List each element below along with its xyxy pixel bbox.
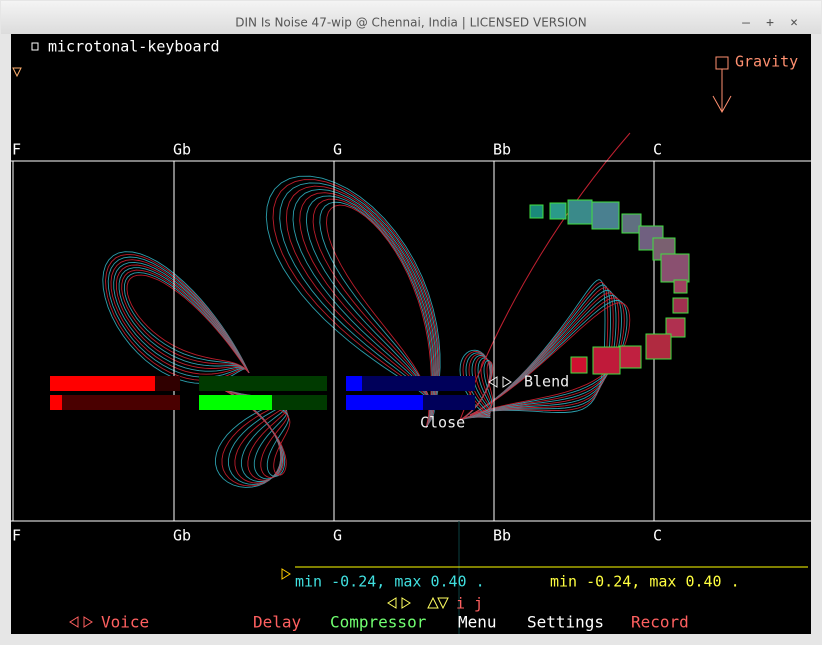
- note-lines: [12, 161, 655, 521]
- levels: [50, 376, 475, 410]
- note-label: C: [653, 141, 662, 159]
- note-label: C: [653, 527, 662, 545]
- menu-toggle[interactable]: [12, 67, 22, 78]
- curve: [469, 294, 622, 416]
- drone: [673, 279, 688, 294]
- gravity-arrow-head: [712, 95, 732, 114]
- arrow-icon[interactable]: [387, 597, 397, 609]
- drone: [621, 213, 642, 234]
- gravity-label[interactable]: Gravity: [735, 53, 798, 71]
- drone: [570, 356, 588, 374]
- curve: [107, 256, 250, 378]
- drone: [567, 199, 593, 225]
- curve: [102, 251, 250, 384]
- curve: [459, 361, 494, 421]
- curve: [121, 269, 250, 374]
- range-left: min -0.24, max 0.40 .: [295, 573, 485, 591]
- arrow-icon[interactable]: [437, 597, 449, 610]
- curve: [469, 297, 625, 416]
- curve: [469, 292, 620, 416]
- note-label: G: [333, 141, 342, 159]
- note-label: Bb: [493, 141, 511, 159]
- drone: [672, 297, 689, 314]
- arrow-icon[interactable]: [427, 596, 439, 609]
- level-bar: [50, 395, 62, 410]
- note-label: F: [12, 141, 21, 159]
- drone: [591, 201, 620, 230]
- curve: [469, 287, 614, 416]
- menu-voice[interactable]: Voice: [101, 613, 149, 632]
- curve: [123, 272, 250, 374]
- drones: [529, 199, 690, 375]
- drone: [529, 204, 544, 219]
- menu-settings[interactable]: Settings: [527, 613, 604, 632]
- curve: [113, 261, 250, 374]
- title-bar: [1, 1, 821, 34]
- note-label: Gb: [173, 141, 191, 159]
- canvas: [11, 34, 811, 634]
- arrow-icon: [502, 376, 512, 388]
- curve: [105, 253, 250, 381]
- drones-curves: [102, 132, 631, 488]
- note-label: G: [333, 527, 342, 545]
- range-right: min -0.24, max 0.40 .: [550, 573, 740, 591]
- curve: [326, 204, 432, 428]
- curve: [115, 264, 250, 374]
- menu-record[interactable]: Record: [631, 613, 689, 632]
- mode-label: microtonal-keyboard: [48, 38, 220, 56]
- arrow-icon: [488, 376, 498, 388]
- range-marker: [281, 568, 291, 580]
- menu-compressor[interactable]: Compressor: [330, 613, 427, 632]
- arrow-icon[interactable]: [401, 597, 411, 609]
- curve: [118, 267, 250, 374]
- menu-menu[interactable]: Menu: [458, 613, 497, 632]
- arrow-icon[interactable]: [83, 616, 93, 628]
- blend-label[interactable]: Blend: [524, 373, 569, 391]
- note-label: Bb: [493, 527, 511, 545]
- drone: [665, 317, 686, 338]
- curve: [459, 132, 631, 421]
- curve: [469, 289, 617, 416]
- curve: [469, 302, 631, 416]
- drone: [618, 345, 642, 369]
- level-bg: [50, 395, 180, 410]
- level-bar: [199, 395, 272, 410]
- curve: [110, 259, 250, 375]
- level-bg: [199, 376, 327, 391]
- maximize-button[interactable]: +: [766, 16, 774, 31]
- level-bar: [346, 376, 362, 391]
- mode-icon: [31, 42, 39, 51]
- note-label: F: [12, 527, 21, 545]
- minimize-button[interactable]: –: [742, 16, 750, 31]
- level-bg: [346, 376, 475, 391]
- drone: [660, 253, 690, 283]
- curve: [126, 274, 250, 374]
- level-bar: [50, 376, 155, 391]
- level-bar: [346, 395, 423, 410]
- curve: [469, 299, 628, 416]
- ij-label: i j: [456, 595, 483, 613]
- note-label: Gb: [173, 527, 191, 545]
- drone: [645, 333, 672, 360]
- close-label[interactable]: Close: [420, 414, 465, 432]
- menu-delay[interactable]: Delay: [253, 613, 302, 632]
- close-button[interactable]: ×: [790, 16, 798, 31]
- drone: [592, 346, 621, 375]
- drone: [549, 202, 567, 220]
- curve: [469, 284, 611, 416]
- window-title: DIN Is Noise 47-wip @ Chennai, India | L…: [235, 16, 586, 30]
- arrow-icon[interactable]: [69, 616, 79, 628]
